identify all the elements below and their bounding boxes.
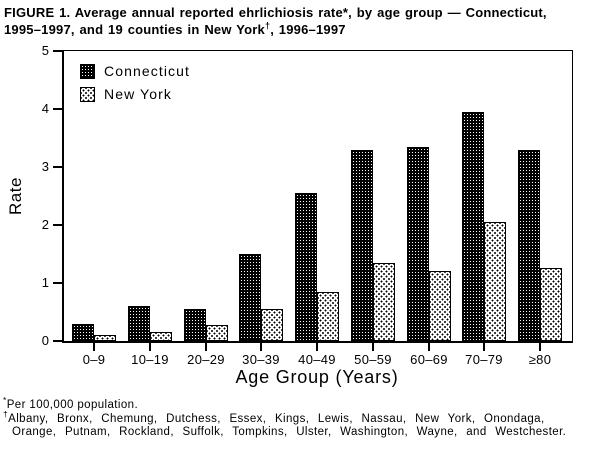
x-tick-label-20-29: 20–29: [187, 352, 225, 367]
y-tick-label-1: 1: [41, 275, 49, 290]
footnote-asterisk: *Per 100,000 population.: [3, 395, 139, 411]
legend: Connecticut New York: [80, 63, 190, 109]
title-dagger-symbol: †: [264, 20, 271, 31]
x-tick-label-80: ≥80: [528, 352, 552, 367]
figure-title-line1: FIGURE 1. Average annual reported ehrlic…: [4, 5, 547, 20]
bar-connecticut-40-49: [295, 193, 317, 341]
y-tick-5: [53, 50, 62, 52]
x-tick-label-50-59: 50–59: [354, 352, 392, 367]
bar-new-york-80: [540, 268, 562, 341]
y-tick-label-4: 4: [41, 101, 49, 116]
x-tick-10-19: [149, 343, 151, 351]
legend-label-new-york: New York: [104, 86, 172, 102]
y-axis-label: Rate: [6, 177, 25, 215]
bar-new-york-50-59: [373, 263, 395, 341]
x-tick-50-59: [372, 343, 374, 351]
y-tick-0: [53, 340, 62, 342]
x-tick-80: [539, 343, 541, 351]
x-tick-label-70-79: 70–79: [465, 352, 503, 367]
bar-new-york-60-69: [429, 271, 451, 341]
x-tick-30-39: [260, 343, 262, 351]
y-tick-label-3: 3: [41, 159, 49, 174]
bar-new-york-10-19: [150, 332, 172, 341]
asterisk-symbol: *: [3, 395, 7, 406]
x-tick-label-10-19: 10–19: [131, 352, 169, 367]
bar-connecticut-0-9: [72, 324, 94, 341]
bar-connecticut-60-69: [407, 147, 429, 341]
x-tick-40-49: [316, 343, 318, 351]
bar-new-york-30-39: [261, 309, 283, 341]
new-york-swatch-icon: [80, 86, 95, 102]
bar-connecticut-30-39: [239, 254, 261, 341]
figure-title: FIGURE 1. Average annual reported ehrlic…: [4, 4, 604, 38]
bar-connecticut-50-59: [351, 150, 373, 341]
x-tick-20-29: [205, 343, 207, 351]
x-tick-60-69: [428, 343, 430, 351]
bar-new-york-70-79: [484, 222, 506, 341]
y-tick-2: [53, 224, 62, 226]
bar-new-york-0-9: [94, 335, 116, 341]
legend-label-connecticut: Connecticut: [104, 63, 191, 79]
figure-title-line2: 1995–1997, and 19 counties in New York: [4, 22, 265, 37]
bar-connecticut-20-29: [184, 309, 206, 341]
x-tick-70-79: [483, 343, 485, 351]
x-tick-label-30-39: 30–39: [242, 352, 280, 367]
legend-item-new-york: New York: [80, 86, 190, 102]
connecticut-swatch-icon: [80, 63, 95, 79]
y-tick-3: [53, 166, 62, 168]
footnote-dagger-line1: †Albany, Bronx, Chemung, Dutchess, Essex…: [3, 408, 545, 425]
y-tick-4: [53, 108, 62, 110]
x-tick-0-9: [93, 343, 95, 351]
x-tick-label-60-69: 60–69: [410, 352, 448, 367]
x-tick-label-0-9: 0–9: [82, 352, 106, 367]
plot-area: [62, 50, 573, 343]
bar-new-york-20-29: [206, 325, 228, 341]
x-tick-label-40-49: 40–49: [298, 352, 336, 367]
y-tick-1: [53, 282, 62, 284]
bar-connecticut-80: [518, 150, 540, 341]
legend-item-connecticut: Connecticut: [80, 63, 190, 79]
figure-title-line2-end: , 1996–1997: [270, 22, 346, 37]
footnotes: *Per 100,000 population. †Albany, Bronx,…: [3, 395, 605, 440]
bar-connecticut-70-79: [462, 112, 484, 341]
y-tick-label-2: 2: [41, 217, 49, 232]
dagger-symbol: †: [3, 408, 9, 419]
y-tick-label-0: 0: [41, 333, 49, 348]
bar-new-york-40-49: [317, 292, 339, 341]
bars-container: [64, 51, 572, 341]
bar-connecticut-10-19: [128, 306, 150, 341]
y-tick-label-5: 5: [41, 43, 49, 58]
footnote-dagger-line2: Orange, Putnam, Rockland, Suffolk, Tompk…: [12, 426, 567, 438]
x-axis-label: Age Group (Years): [235, 367, 399, 387]
